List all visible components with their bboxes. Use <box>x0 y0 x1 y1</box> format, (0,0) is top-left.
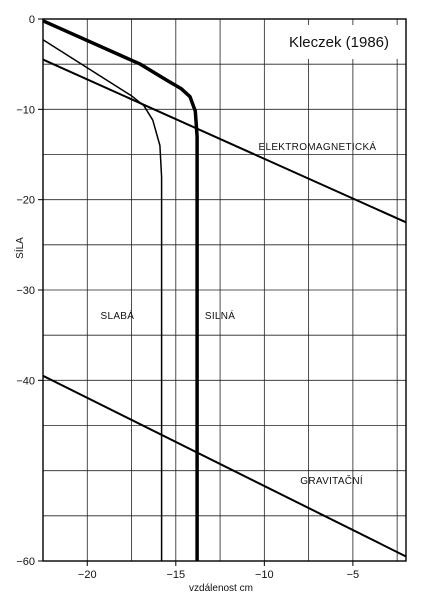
y-tick-label: −20 <box>16 195 35 207</box>
series-line-elektromagneticka <box>42 58 407 224</box>
y-axis-label: SÍLA <box>13 237 26 259</box>
x-tick-label: −10 <box>255 569 274 581</box>
title-box <box>277 25 401 59</box>
series-group <box>42 19 407 561</box>
tick-labels: −20 −15 −10 −5 0 −10 −20 −30 −40 −60 <box>16 14 359 581</box>
y-tick-label: −40 <box>16 375 35 387</box>
x-axis-label: vzdálenost cm <box>189 583 253 594</box>
x-tick-label: −20 <box>78 569 97 581</box>
y-tick-label: −10 <box>16 104 35 116</box>
series-label: SILNÁ <box>205 309 235 322</box>
chart-title: Kleczek (1986) <box>289 34 389 51</box>
y-tick-label: 0 <box>29 14 35 26</box>
series-line-slaba <box>42 39 163 561</box>
series-label: SLABÁ <box>100 309 134 322</box>
series-line-gravitacni <box>42 374 407 558</box>
series-annotations: ELEKTROMAGNETICKÁ GRAVITAČNÍ SILNÁ SLABÁ <box>100 140 376 487</box>
x-tick-label: −5 <box>347 569 360 581</box>
grid-lines <box>43 19 406 561</box>
y-tick-label: −30 <box>16 285 35 297</box>
x-tick-label: −15 <box>166 569 185 581</box>
y-tick-label: −60 <box>16 556 35 568</box>
series-label: ELEKTROMAGNETICKÁ <box>259 140 377 153</box>
series-line-silna <box>42 19 199 561</box>
series-label: GRAVITAČNÍ <box>300 474 363 487</box>
